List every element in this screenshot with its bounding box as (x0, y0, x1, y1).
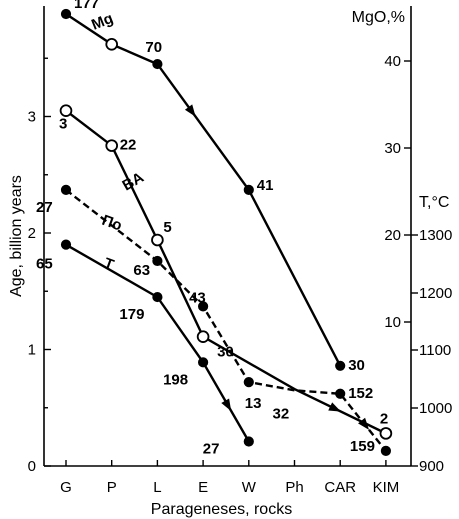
t-tick-label: 1300 (419, 227, 452, 244)
y-tick-label: 0 (28, 458, 36, 475)
t-tick-label: 900 (419, 458, 444, 475)
direction-arrow (358, 417, 370, 430)
data-label: 179 (119, 306, 144, 323)
data-label: 159 (350, 438, 375, 455)
data-label: 5 (163, 219, 171, 236)
direction-arrow (221, 398, 232, 412)
data-label: 43 (189, 289, 206, 306)
data-point (60, 184, 72, 195)
t-tick-label: 1200 (419, 285, 452, 302)
data-point-open (151, 233, 164, 247)
series-line (65, 109, 387, 435)
y-tick-label: 2 (28, 225, 36, 242)
y-axis-label: Age, billion years (8, 175, 25, 297)
data-label: 70 (145, 39, 162, 56)
data-label: 41 (257, 177, 274, 194)
series-2: 27 63 43 13 32 152 159 По (36, 184, 391, 456)
data-label: 2 (380, 410, 388, 427)
data-label: 30 (217, 344, 234, 361)
mgo-tick-label: 10 (384, 314, 401, 331)
direction-arrow (184, 104, 196, 117)
data-point-open (105, 139, 118, 152)
data-label: 152 (348, 385, 373, 402)
data-point (243, 377, 254, 388)
series-name-label: Mg (89, 10, 115, 34)
data-label: 32 (273, 405, 290, 422)
x-tick-label: W (242, 479, 257, 496)
data-label: 198 (163, 371, 188, 388)
x-axis-label: Parageneses, rocks (151, 501, 292, 518)
series-0: 177 70 41 30 Mg (60, 0, 365, 374)
data-point (60, 239, 72, 250)
data-point (60, 8, 72, 20)
data-point (152, 255, 163, 267)
data-point (198, 301, 209, 312)
y-tick-label: 1 (28, 342, 36, 359)
data-label: 63 (133, 262, 150, 279)
data-point (243, 184, 254, 195)
x-tick-label: G (60, 479, 72, 496)
data-label: 27 (203, 441, 220, 458)
data-label: 27 (36, 199, 53, 216)
series-name-label: По (100, 212, 125, 235)
mgo-tick-label: 40 (384, 53, 401, 70)
x-tick-label: Ph (285, 479, 303, 496)
y-tick-label: 3 (28, 109, 36, 126)
mgo-axis-label: MgO,% (352, 9, 405, 26)
x-tick-label: E (198, 479, 208, 496)
t-axis-label: T,°C (419, 194, 449, 211)
data-point-open (379, 427, 393, 440)
data-point (335, 388, 346, 399)
data-point (380, 445, 391, 456)
data-point-open (196, 330, 210, 343)
data-label: 177 (74, 0, 99, 12)
direction-arrow (328, 402, 342, 412)
x-tick-label: L (153, 479, 161, 496)
data-point-open (105, 37, 118, 51)
data-label: 22 (120, 137, 137, 154)
data-point (243, 436, 254, 447)
t-tick-label: 1000 (419, 400, 452, 417)
series-line (65, 12, 342, 367)
data-point (198, 357, 209, 368)
data-label: 30 (348, 357, 365, 374)
x-tick-label: CAR (324, 479, 356, 496)
data-point-open (59, 104, 73, 117)
data-point (335, 360, 346, 371)
t-tick-label: 1100 (419, 342, 451, 359)
data-point (152, 291, 163, 303)
x-tick-label: P (107, 479, 117, 496)
data-label: 65 (36, 256, 53, 273)
mgo-tick-label: 20 (384, 227, 401, 244)
data-label: 3 (59, 116, 67, 133)
data-label: 13 (245, 395, 262, 412)
data-point (152, 58, 163, 70)
x-tick-label: KIM (373, 479, 400, 496)
mgo-tick-label: 30 (384, 140, 401, 157)
